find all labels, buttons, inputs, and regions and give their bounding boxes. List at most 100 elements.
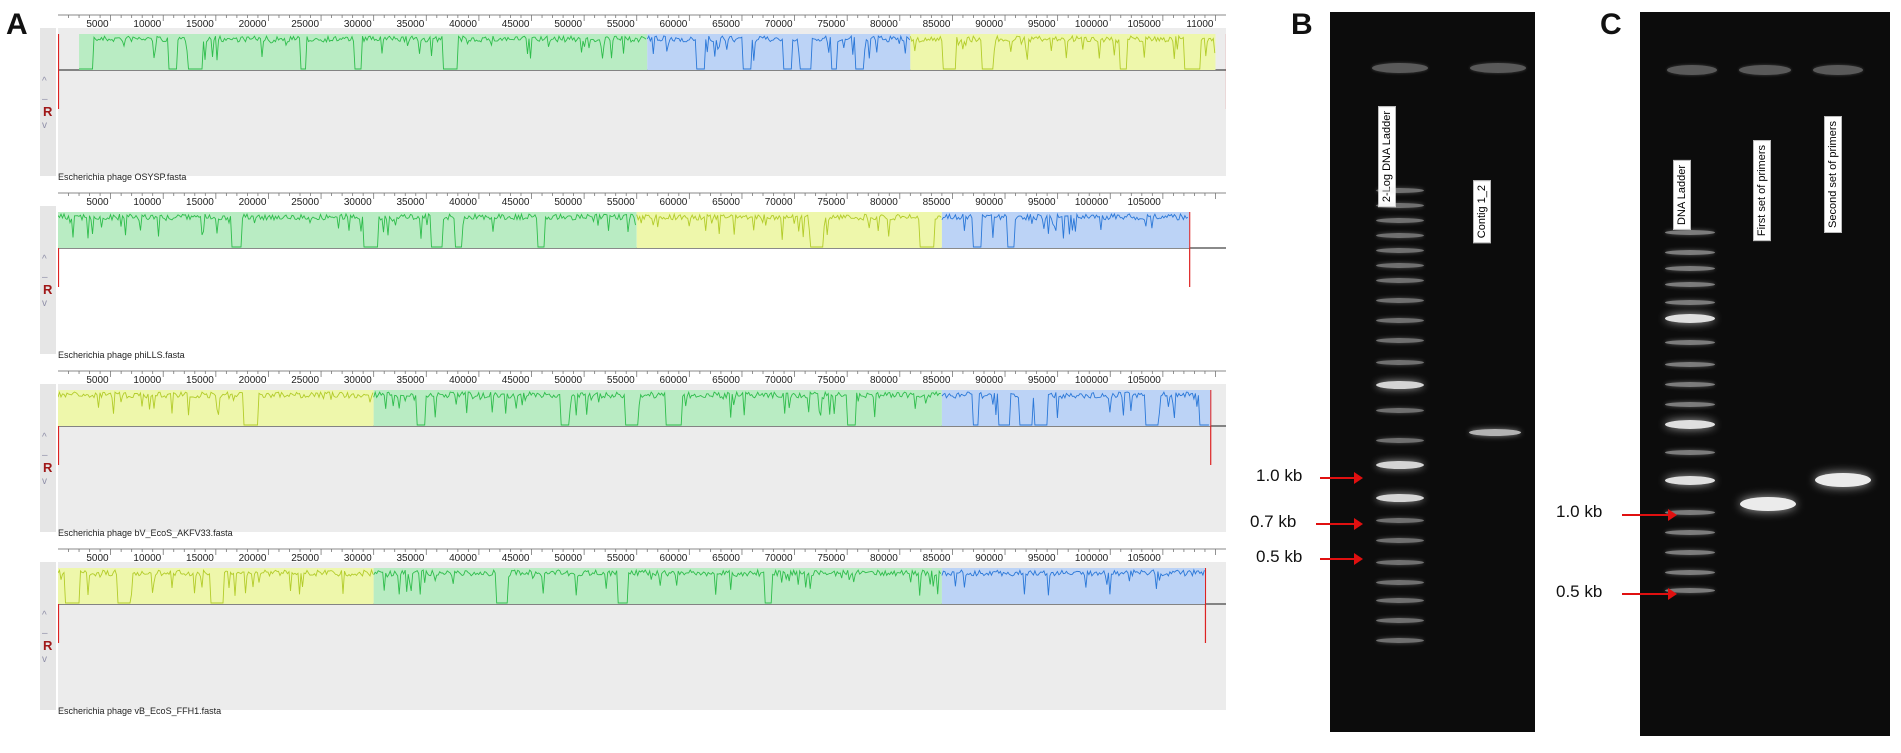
ruler-tick-label: 100000 bbox=[1075, 197, 1109, 208]
marker-arrow-0-7kb bbox=[1316, 518, 1363, 530]
ruler-tick-label: 60000 bbox=[660, 375, 688, 386]
marker-label-c-0-5kb: 0.5 kb bbox=[1556, 582, 1603, 601]
track-plot: 5000 10000 15000 20000 25000 30000 35000 40000 4… bbox=[58, 192, 1226, 287]
marker-label-0-7kb: 0.7 kb bbox=[1250, 512, 1297, 531]
ruler-tick-label: 15000 bbox=[186, 19, 214, 30]
ruler-tick-label: 35000 bbox=[396, 375, 424, 386]
scroll-up-icon[interactable]: ^ bbox=[42, 432, 47, 443]
ruler-tick-label: 11000 bbox=[1186, 19, 1214, 30]
ruler-tick-label: 15000 bbox=[186, 553, 214, 564]
ruler-tick-label: 75000 bbox=[817, 375, 845, 386]
ruler-tick-label: 80000 bbox=[870, 19, 898, 30]
scroll-down-icon[interactable]: v bbox=[42, 120, 47, 131]
reverse-icon[interactable]: R bbox=[43, 104, 53, 119]
ladder-band bbox=[1665, 313, 1715, 323]
similarity-profile-green bbox=[58, 212, 636, 248]
ruler-tick-label: 65000 bbox=[712, 19, 740, 30]
ladder-band bbox=[1376, 517, 1424, 523]
ladder-band bbox=[1376, 217, 1424, 223]
lcb-block-blue bbox=[941, 390, 1211, 426]
ruler-tick-label: 80000 bbox=[870, 375, 898, 386]
ladder-band bbox=[1376, 617, 1424, 623]
scroll-down-icon[interactable]: v bbox=[42, 298, 47, 309]
ruler-tick-label: 30000 bbox=[344, 19, 372, 30]
ruler-tick-label: 40000 bbox=[449, 553, 477, 564]
scroll-up-icon[interactable]: ^ bbox=[42, 76, 47, 87]
ruler-tick-label: 50000 bbox=[554, 375, 582, 386]
ladder-band bbox=[1376, 381, 1424, 389]
scroll-down-icon[interactable]: v bbox=[42, 654, 47, 665]
similarity-profile-yellow bbox=[909, 34, 1216, 70]
similarity-profile-blue bbox=[941, 212, 1189, 248]
similarity-profile-yellow bbox=[58, 568, 374, 604]
ladder-band bbox=[1376, 232, 1424, 238]
reverse-icon[interactable]: R bbox=[43, 638, 53, 653]
lane-label-contig: Contig 1_2 bbox=[1473, 180, 1491, 244]
ruler-tick-label: 70000 bbox=[765, 553, 793, 564]
ruler-tick-label: 65000 bbox=[712, 553, 740, 564]
marker-label-1kb: 1.0 kb bbox=[1256, 466, 1303, 485]
ruler-tick-label: 5000 bbox=[86, 19, 109, 30]
lcb-block-green bbox=[373, 568, 942, 604]
ladder-band bbox=[1376, 597, 1424, 603]
ruler-tick-label: 45000 bbox=[502, 553, 530, 564]
reverse-icon[interactable]: R bbox=[43, 460, 53, 475]
ruler-tick-label: 80000 bbox=[870, 553, 898, 564]
ladder-band bbox=[1376, 277, 1424, 283]
ruler-tick-label: 40000 bbox=[449, 197, 477, 208]
track-plot: 5000 10000 15000 20000 25000 30000 35000 40000 4… bbox=[58, 548, 1226, 643]
lane-label-first-primers: First set of primers bbox=[1753, 140, 1771, 242]
ladder-band bbox=[1665, 381, 1715, 387]
ladder-band bbox=[1665, 281, 1715, 287]
ruler-tick-label: 10000 bbox=[133, 553, 161, 564]
ruler-tick-label: 25000 bbox=[291, 197, 319, 208]
ruler-tick-label: 105000 bbox=[1127, 197, 1161, 208]
ladder-band bbox=[1376, 537, 1424, 543]
marker-arrow-c-1kb bbox=[1622, 509, 1677, 521]
minus-icon[interactable]: – bbox=[42, 450, 48, 461]
sample-band bbox=[1469, 428, 1521, 436]
ruler-tick-label: 55000 bbox=[607, 375, 635, 386]
ruler-tick-label: 30000 bbox=[344, 375, 372, 386]
similarity-profile-green bbox=[373, 390, 941, 426]
ruler-tick-label: 45000 bbox=[502, 19, 530, 30]
panel-label-a: A bbox=[6, 8, 28, 41]
ruler-tick-label: 90000 bbox=[975, 197, 1003, 208]
ruler-tick-label: 105000 bbox=[1127, 19, 1161, 30]
ladder-band bbox=[1665, 299, 1715, 305]
ladder-band bbox=[1665, 265, 1715, 271]
ladder-band bbox=[1376, 494, 1424, 502]
reverse-icon[interactable]: R bbox=[43, 282, 53, 297]
ruler-tick-label: 90000 bbox=[975, 553, 1003, 564]
ruler-tick-label: 30000 bbox=[344, 197, 372, 208]
lane-label-dna-ladder: DNA Ladder bbox=[1673, 160, 1691, 230]
ladder-band bbox=[1376, 559, 1424, 565]
ruler-tick-label: 105000 bbox=[1127, 553, 1161, 564]
ruler-tick-label: 20000 bbox=[239, 375, 267, 386]
similarity-profile-yellow bbox=[636, 212, 942, 248]
ruler-tick-label: 55000 bbox=[607, 19, 635, 30]
minus-icon[interactable]: – bbox=[42, 94, 48, 105]
ladder-band bbox=[1376, 247, 1424, 253]
minus-icon[interactable]: – bbox=[42, 272, 48, 283]
minus-icon[interactable]: – bbox=[42, 628, 48, 639]
scroll-up-icon[interactable]: ^ bbox=[42, 610, 47, 621]
scroll-down-icon[interactable]: v bbox=[42, 476, 47, 487]
ladder-band bbox=[1665, 361, 1715, 367]
ruler-tick-label: 65000 bbox=[712, 375, 740, 386]
ruler-tick-label: 60000 bbox=[660, 197, 688, 208]
scroll-up-icon[interactable]: ^ bbox=[42, 254, 47, 265]
ruler-tick-label: 65000 bbox=[712, 197, 740, 208]
ruler-tick-label: 35000 bbox=[396, 19, 424, 30]
ruler-tick-label: 50000 bbox=[554, 19, 582, 30]
ruler-tick-label: 10000 bbox=[133, 197, 161, 208]
gel-well bbox=[1470, 63, 1526, 73]
sample-band-first-primers bbox=[1740, 497, 1796, 511]
ladder-band bbox=[1665, 569, 1715, 575]
